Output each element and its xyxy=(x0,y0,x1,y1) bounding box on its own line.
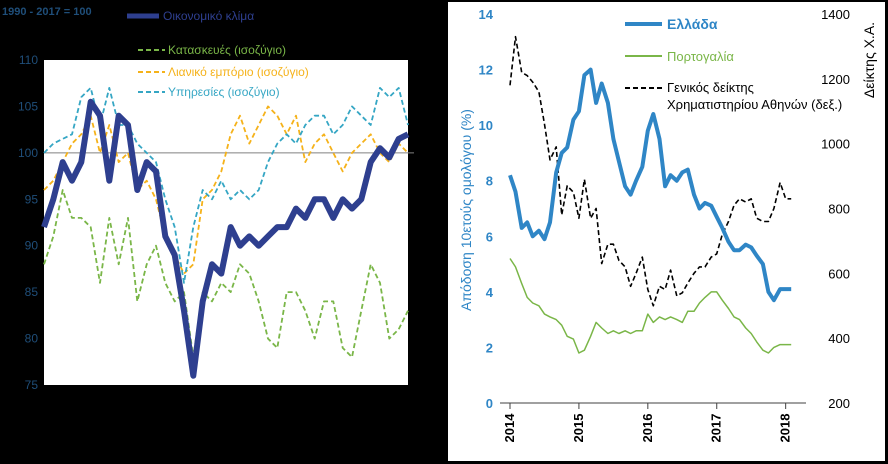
legend-label-retail: Λιανικό εμπόριο (ισοζύγιο) xyxy=(168,65,309,79)
x-tick-label: 2017 xyxy=(709,414,724,443)
left-y-tick-label: 6 xyxy=(486,229,493,244)
left-y-tick-label: 4 xyxy=(486,285,494,300)
legend-label-greece: Ελλάδα xyxy=(667,16,718,32)
y-tick-label: 85 xyxy=(25,285,39,299)
base-period-label: 1990 - 2017 = 100 xyxy=(2,6,92,18)
series-line-retail xyxy=(43,105,409,275)
legend-label-portugal: Πορτογαλία xyxy=(667,49,734,64)
x-tick-label: 2016 xyxy=(640,414,655,443)
x-tick-label: 2015 xyxy=(571,414,586,443)
y-tick-label: 95 xyxy=(25,192,39,206)
right-y-tick-label: 200 xyxy=(828,396,850,411)
right-series-group xyxy=(508,35,792,354)
left-y-tick-label: 12 xyxy=(479,63,493,78)
right-y-tick-label: 1000 xyxy=(821,137,850,152)
series-line-greece xyxy=(508,67,792,303)
x-tick-label: 2014 xyxy=(502,413,517,443)
series-line-athens-index xyxy=(509,35,792,307)
y-tick-label: 80 xyxy=(25,332,39,346)
left-y-tick-label: 14 xyxy=(479,7,494,22)
left-legend: Οικονομικό κλίμα Κατασκευές (ισοζύγιο) Λ… xyxy=(127,9,309,99)
left-series-group xyxy=(41,87,410,379)
right-chart-left-axis-ticks: 0 2 4 6 8 10 12 14 xyxy=(479,7,494,411)
y-tick-label: 110 xyxy=(19,53,38,67)
right-legend: Ελλάδα Πορτογαλία Γενικός δείκτης Χρηματι… xyxy=(625,16,842,112)
left-y-tick-label: 8 xyxy=(486,174,493,189)
right-y-tick-label: 600 xyxy=(828,266,850,281)
right-chart: 0 2 4 6 8 10 12 14 200 400 600 800 1000 1200 1400 201… xyxy=(448,2,885,461)
left-y-tick-label: 2 xyxy=(486,340,493,355)
series-line-construction xyxy=(43,189,409,358)
series-line-portugal xyxy=(509,258,792,354)
x-tick-label: 2018 xyxy=(778,414,793,443)
left-y-tick-label: 0 xyxy=(486,396,493,411)
left-chart: 1990 - 2017 = 100 75 80 85 90 95 100 105 110 Οι… xyxy=(2,6,414,392)
y-tick-label: 105 xyxy=(18,99,38,113)
y-tick-label: 90 xyxy=(25,239,39,253)
right-y-tick-label: 400 xyxy=(828,331,850,346)
left-axis-title: Απόδοση 10ετούς ομολόγου (%) xyxy=(458,109,474,311)
left-y-axis-ticks: 75 80 85 90 95 100 105 110 xyxy=(18,53,38,392)
legend-label-construction: Κατασκευές (ισοζύγιο) xyxy=(168,43,286,57)
legend-label-services: Υπηρεσίες (ισοζύγιο) xyxy=(168,85,280,99)
x-axis-ticks: 2014 2015 2016 2017 2018 xyxy=(502,403,793,442)
series-line-economic-climate xyxy=(41,98,410,379)
y-tick-label: 75 xyxy=(25,378,39,392)
y-tick-label: 100 xyxy=(18,146,38,160)
right-y-tick-label: 1400 xyxy=(821,7,850,22)
left-y-tick-label: 10 xyxy=(479,118,493,133)
legend-label-economic-climate: Οικονομικό κλίμα xyxy=(163,9,254,23)
right-y-tick-label: 1200 xyxy=(821,72,850,87)
left-plot-area xyxy=(44,60,408,385)
series-line-services xyxy=(43,87,409,284)
right-chart-background xyxy=(448,2,885,461)
legend-label-athens-index: Γενικός δείκτης Χρηματιστηρίου Αθηνών (δε… xyxy=(667,80,842,112)
right-y-tick-label: 800 xyxy=(828,202,850,217)
right-axis-title: Δείκτης Χ.Α. xyxy=(861,22,877,98)
right-chart-right-axis-ticks: 200 400 600 800 1000 1200 1400 xyxy=(821,7,850,411)
